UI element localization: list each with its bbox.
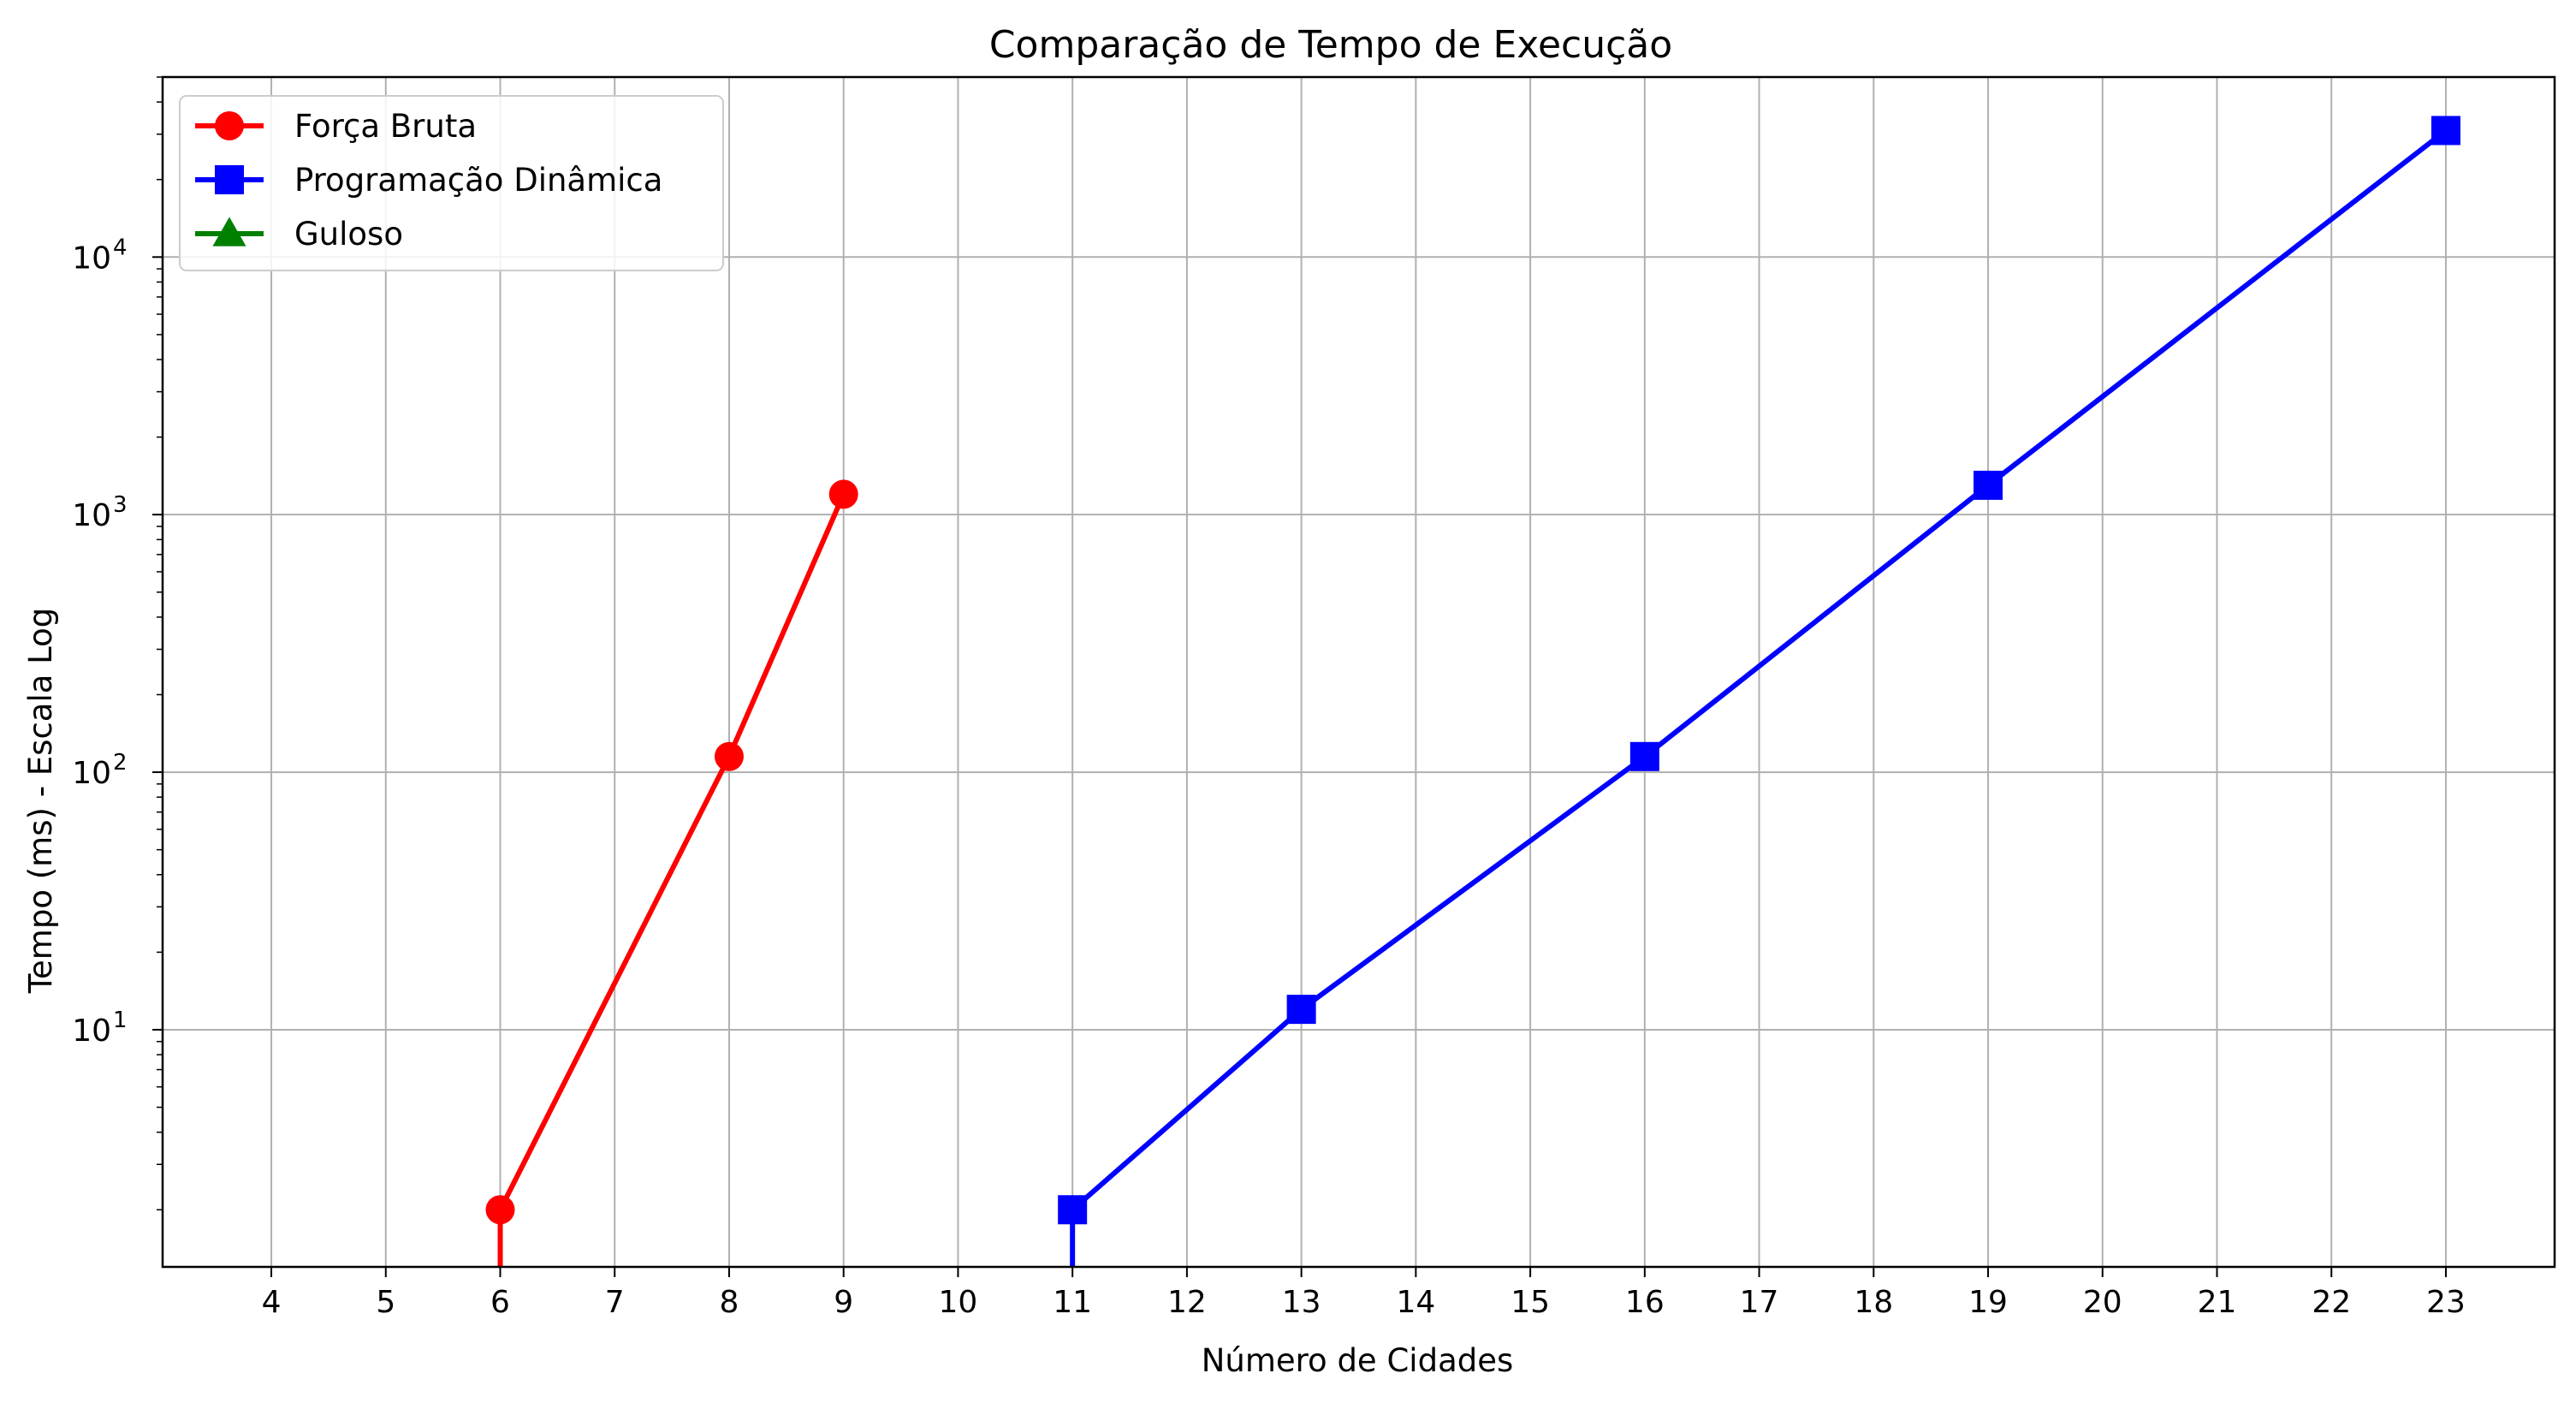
legend-box: [179, 95, 724, 271]
legend-marker: [215, 111, 244, 140]
x-tick-label: 23: [2426, 1285, 2466, 1320]
x-tick-label: 12: [1167, 1285, 1207, 1320]
legend-marker: [215, 165, 244, 194]
x-tick-label: 9: [834, 1285, 853, 1320]
legend-entry: Força Bruta: [195, 108, 477, 145]
legend: Força Bruta Programação Dinâmica Guloso: [179, 95, 724, 271]
x-tick-label: 16: [1625, 1285, 1665, 1320]
legend-entry: Guloso: [195, 216, 403, 253]
x-tick-label: 22: [2312, 1285, 2351, 1320]
plot-frame: [161, 75, 2556, 1269]
data-point: [485, 1195, 515, 1225]
legend-label: Programação Dinâmica: [294, 162, 662, 199]
x-tick-label: 17: [1740, 1285, 1779, 1320]
data-point: [1974, 470, 2003, 500]
data-point: [1629, 741, 1659, 771]
series-layer: [485, 116, 2460, 1267]
x-tick-label: 19: [1968, 1285, 2008, 1320]
x-tick-label: 5: [376, 1285, 395, 1320]
x-tick-label: 4: [262, 1285, 282, 1320]
data-point: [1058, 1195, 1088, 1225]
y-tick-label-exponent: 3: [113, 492, 128, 518]
y-tick-label: 10: [72, 241, 111, 276]
x-axis-label: Número de Cidades: [1202, 1342, 1514, 1379]
x-axis-ticks: 4 5 6 7 8 9 10 11 12 13 14 15 16 17 18 19 20 21 22 23: [262, 1267, 2466, 1320]
data-point: [714, 741, 744, 771]
x-tick-label: 6: [490, 1285, 510, 1320]
y-tick-label-exponent: 2: [113, 750, 128, 776]
x-tick-label: 13: [1282, 1285, 1321, 1320]
y-axis-label: Tempo (ms) - Escala Log: [22, 608, 59, 995]
data-point: [828, 479, 858, 509]
data-point: [1286, 995, 1316, 1025]
x-tick-label: 20: [2083, 1285, 2122, 1320]
y-tick-label-exponent: 4: [113, 235, 128, 260]
x-tick-label: 15: [1511, 1285, 1550, 1320]
y-tick-label: 10: [72, 756, 111, 791]
legend-label: Força Bruta: [294, 108, 477, 145]
chart-title: Comparação de Tempo de Execução: [989, 23, 1672, 67]
y-tick-label: 10: [72, 1014, 111, 1049]
x-tick-label: 14: [1396, 1285, 1435, 1320]
series-2: [1058, 116, 2460, 1267]
y-tick-label: 10: [72, 498, 111, 533]
x-tick-label: 11: [1053, 1285, 1092, 1320]
legend-entry: Programação Dinâmica: [195, 162, 662, 199]
x-tick-label: 8: [720, 1285, 739, 1320]
x-tick-label: 7: [605, 1285, 625, 1320]
x-tick-label: 18: [1854, 1285, 1893, 1320]
legend-marker: [212, 217, 246, 247]
x-tick-label: 10: [939, 1285, 978, 1320]
y-tick-label-exponent: 1: [113, 1008, 128, 1033]
x-tick-label: 21: [2198, 1285, 2237, 1320]
data-point: [2431, 116, 2460, 146]
series-1: [485, 479, 858, 1267]
legend-label: Guloso: [294, 216, 403, 253]
